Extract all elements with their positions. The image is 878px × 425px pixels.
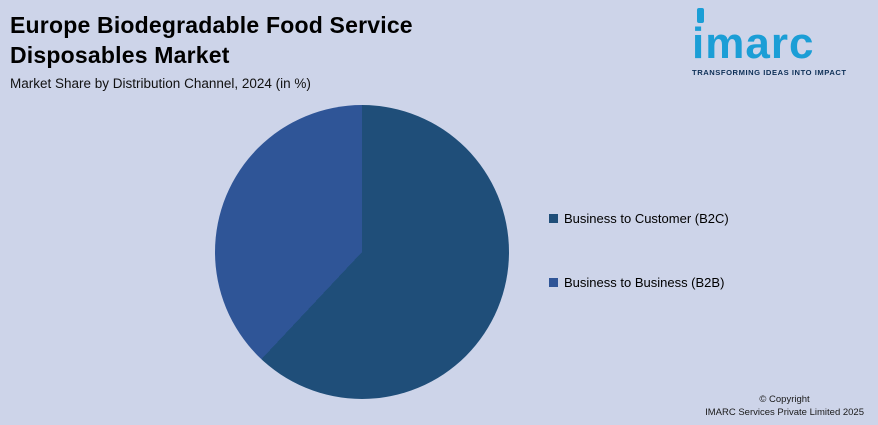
chart-legend: Business to Customer (B2C) Business to B… bbox=[549, 211, 729, 290]
pie-chart bbox=[215, 105, 509, 399]
legend-item: Business to Business (B2B) bbox=[549, 275, 729, 290]
legend-label: Business to Business (B2B) bbox=[564, 275, 725, 290]
legend-swatch bbox=[549, 214, 558, 223]
copyright-notice: © Copyright IMARC Services Private Limit… bbox=[705, 393, 864, 419]
title-line-1: Europe Biodegradable Food Service bbox=[10, 12, 413, 38]
title-line-2: Disposables Market bbox=[10, 42, 230, 68]
logo-tagline: TRANSFORMING IDEAS INTO IMPACT bbox=[692, 68, 847, 77]
chart-header: Europe Biodegradable Food Service Dispos… bbox=[10, 10, 413, 91]
logo-accent-bar-icon bbox=[697, 8, 704, 23]
legend-item: Business to Customer (B2C) bbox=[549, 211, 729, 226]
imarc-logo: imarc TRANSFORMING IDEAS INTO IMPACT bbox=[692, 8, 862, 77]
logo-wordmark: imarc bbox=[692, 19, 815, 68]
legend-swatch bbox=[549, 278, 558, 287]
copyright-line-2: IMARC Services Private Limited 2025 bbox=[705, 407, 864, 418]
chart-subtitle: Market Share by Distribution Channel, 20… bbox=[10, 76, 311, 91]
legend-label: Business to Customer (B2C) bbox=[564, 211, 729, 226]
page-title: Europe Biodegradable Food Service Dispos… bbox=[10, 10, 413, 70]
copyright-line-1: © Copyright bbox=[759, 394, 810, 405]
